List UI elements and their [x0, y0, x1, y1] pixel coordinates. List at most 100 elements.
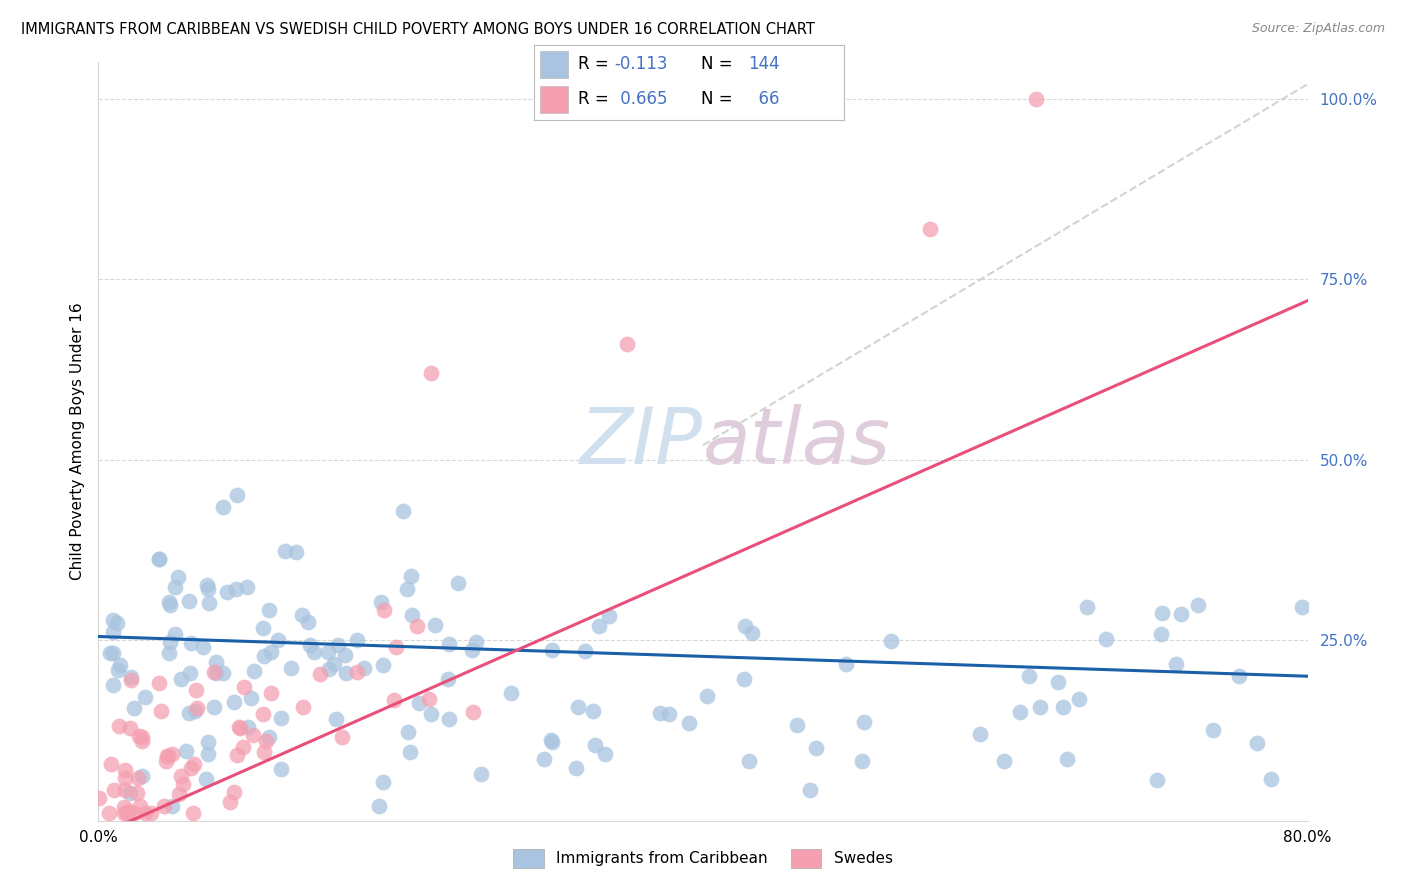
Point [159, 598, 181, 612]
Point [226, 488, 249, 502]
Point [125, 786, 148, 800]
Point [437, 712, 460, 726]
Point [157, 595, 180, 609]
Point [835, 657, 858, 672]
Point [853, 715, 876, 730]
Point [156, 749, 179, 764]
Point [373, 602, 395, 616]
Point [181, 806, 204, 821]
Point [222, 695, 245, 709]
Point [228, 720, 250, 734]
Point [541, 643, 564, 657]
Point [1067, 691, 1090, 706]
Point [157, 646, 180, 660]
Point [122, 806, 145, 821]
Point [202, 665, 225, 680]
Point [205, 665, 228, 680]
Point [108, 719, 131, 733]
FancyBboxPatch shape [540, 51, 568, 78]
Point [134, 806, 156, 821]
Point [541, 735, 564, 749]
Point [564, 761, 586, 775]
Point [588, 618, 610, 632]
Point [405, 619, 427, 633]
Point [270, 711, 292, 725]
Point [323, 657, 346, 672]
Point [299, 638, 322, 652]
Text: ZIP: ZIP [581, 403, 703, 480]
Point [420, 706, 443, 721]
Point [233, 680, 256, 694]
Point [122, 701, 145, 715]
Point [302, 645, 325, 659]
Point [235, 580, 257, 594]
Point [574, 644, 596, 658]
Point [98, 646, 121, 660]
Point [252, 648, 274, 663]
Point [167, 570, 190, 584]
Point [969, 727, 991, 741]
Point [1246, 736, 1268, 750]
Point [180, 761, 202, 775]
Point [198, 596, 221, 610]
Point [114, 800, 136, 814]
Point [1047, 675, 1070, 690]
Point [134, 690, 156, 705]
Point [533, 752, 555, 766]
Point [658, 707, 681, 722]
Point [101, 647, 124, 661]
Point [156, 748, 179, 763]
Point [270, 762, 292, 776]
Point [370, 595, 392, 609]
Point [236, 720, 259, 734]
Point [117, 806, 139, 821]
Legend: Immigrants from Caribbean, Swedes: Immigrants from Caribbean, Swedes [508, 843, 898, 873]
Point [148, 552, 170, 566]
Point [118, 804, 141, 818]
Point [616, 337, 638, 351]
Point [100, 757, 122, 772]
Text: 144: 144 [748, 55, 779, 73]
Point [398, 725, 420, 739]
Point [163, 581, 186, 595]
Point [226, 747, 249, 762]
Point [346, 665, 368, 680]
Point [993, 754, 1015, 768]
Text: 0.665: 0.665 [614, 90, 668, 108]
Point [1056, 752, 1078, 766]
Point [418, 692, 440, 706]
Point [212, 500, 235, 514]
Point [167, 787, 190, 801]
Point [202, 699, 225, 714]
Point [291, 608, 314, 623]
Point [153, 799, 176, 814]
Point [285, 545, 308, 559]
Point [786, 717, 808, 731]
Point [734, 619, 756, 633]
Point [197, 735, 219, 749]
Point [799, 782, 821, 797]
Point [243, 664, 266, 678]
Point [163, 627, 186, 641]
Point [1018, 669, 1040, 683]
Point [1029, 700, 1052, 714]
Point [461, 642, 484, 657]
Point [398, 745, 420, 759]
Point [439, 637, 461, 651]
Point [212, 666, 235, 681]
Text: 66: 66 [748, 90, 779, 108]
Point [253, 746, 276, 760]
Point [159, 635, 181, 649]
Point [316, 645, 339, 659]
Point [446, 576, 468, 591]
Point [280, 661, 302, 675]
Y-axis label: Child Poverty Among Boys Under 16: Child Poverty Among Boys Under 16 [69, 302, 84, 581]
Point [309, 666, 332, 681]
Point [127, 771, 149, 785]
Point [648, 706, 671, 720]
Point [118, 721, 141, 735]
Point [333, 648, 356, 662]
Point [291, 700, 314, 714]
Point [260, 645, 283, 659]
Point [183, 757, 205, 772]
